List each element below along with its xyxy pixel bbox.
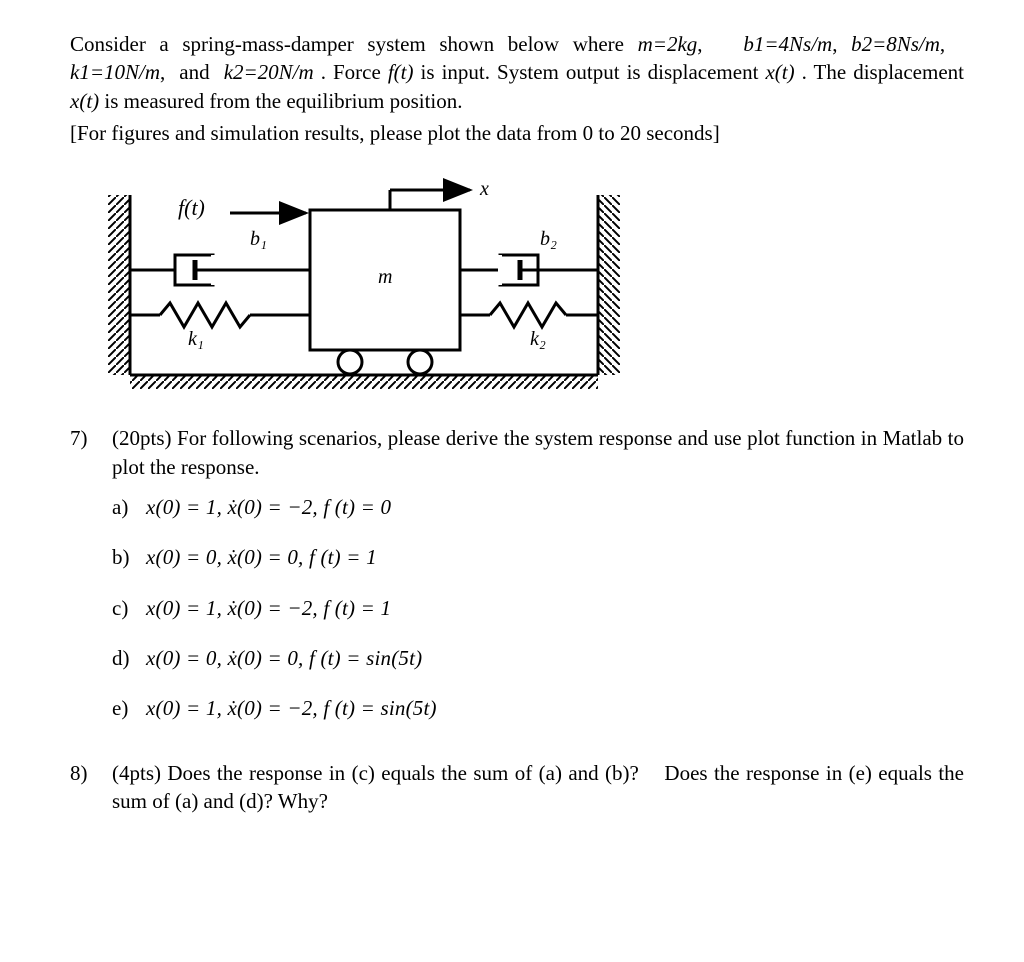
q7-item-math: x(0) = 0, ẋ(0) = 0, f (t) = 1 (146, 543, 377, 571)
q7-item-bullet: d) (112, 644, 146, 672)
q8-text1: Does the response in (c) equals the sum … (161, 761, 639, 785)
q7-item-bullet: b) (112, 543, 146, 571)
q7-text: For following scenarios, please derive t… (112, 426, 964, 478)
force-sym: f(t) (388, 60, 414, 84)
spring-k1 (130, 303, 310, 327)
label-k2: k₂ (530, 328, 546, 350)
label-x: x (479, 178, 489, 200)
param-b2: b2=8Ns/m (851, 32, 940, 56)
q7-item-math: x(0) = 0, ẋ(0) = 0, f (t) = sin(5t) (146, 644, 422, 672)
q7-item-bullet: a) (112, 493, 146, 521)
q7-item: b)x(0) = 0, ẋ(0) = 0, f (t) = 1 (112, 543, 964, 571)
label-ft: f(t) (178, 195, 205, 220)
diagram-svg: m x f(t) b₁ k₁ b₂ k₂ (100, 165, 620, 400)
q7-item: d)x(0) = 0, ẋ(0) = 0, f (t) = sin(5t) (112, 644, 964, 672)
intro-force-2: is input. System output is displacement (421, 60, 766, 84)
q7-item-math: x(0) = 1, ẋ(0) = −2, f (t) = sin(5t) (146, 694, 437, 722)
param-m: m=2kg (638, 32, 698, 56)
sep: , (832, 32, 851, 56)
x-sym2: x(t) (70, 89, 99, 113)
q7-item-math: x(0) = 1, ẋ(0) = −2, f (t) = 1 (146, 594, 391, 622)
q7-item: c)x(0) = 1, ẋ(0) = −2, f (t) = 1 (112, 594, 964, 622)
question-7: 7) (20pts) For following scenarios, plea… (70, 424, 964, 744)
system-diagram: m x f(t) b₁ k₁ b₂ k₂ (100, 165, 964, 400)
param-k1: k1=10N/m (70, 60, 160, 84)
sep: , (697, 32, 729, 56)
param-k2: k2=20N/m (224, 60, 314, 84)
sep: , (940, 32, 964, 56)
intro-text-1: Consider a spring-mass-damper system sho… (70, 32, 638, 56)
q8-points: (4pts) (112, 761, 161, 785)
label-m: m (378, 266, 392, 288)
intro-paragraph: Consider a spring-mass-damper system sho… (70, 30, 964, 115)
q7-item-math: x(0) = 1, ẋ(0) = −2, f (t) = 0 (146, 493, 391, 521)
param-b1: b1=4Ns/m (743, 32, 832, 56)
q7-item: e)x(0) = 1, ẋ(0) = −2, f (t) = sin(5t) (112, 694, 964, 722)
intro-force-1: . Force (321, 60, 388, 84)
x-sym: x(t) (765, 60, 794, 84)
intro-disp-2: is measured from the equilibrium positio… (104, 89, 462, 113)
intro-note: [For figures and simulation results, ple… (70, 119, 964, 147)
q7-item-bullet: c) (112, 594, 146, 622)
intro-disp-1: . The displacement (802, 60, 964, 84)
q7-num: 7) (70, 424, 112, 744)
label-b2: b₂ (540, 228, 557, 250)
q7-item-bullet: e) (112, 694, 146, 722)
damper-b2 (460, 255, 598, 285)
question-8: 8) (4pts) Does the response in (c) equal… (70, 759, 964, 816)
sep: , and (160, 60, 224, 84)
spring-k2 (460, 303, 598, 327)
label-k1: k₁ (188, 328, 204, 350)
label-b1: b₁ (250, 228, 267, 250)
q7-points: (20pts) (112, 426, 172, 450)
q7-item: a)x(0) = 1, ẋ(0) = −2, f (t) = 0 (112, 493, 964, 521)
q8-num: 8) (70, 759, 112, 816)
q8-gap (639, 761, 665, 785)
damper-b1 (130, 255, 310, 285)
